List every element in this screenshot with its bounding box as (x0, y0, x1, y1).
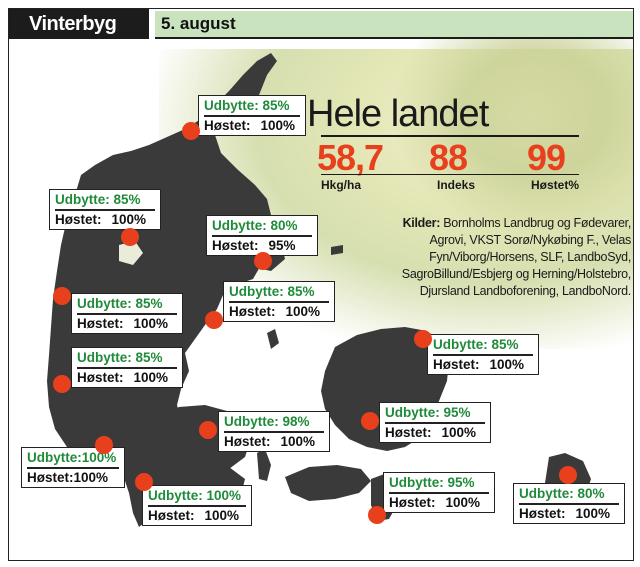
region-marker-north-zealand (414, 330, 432, 348)
sources-list: Bornholms Landbrug og Fødevarer, Agrovi,… (401, 216, 632, 298)
samso-island (267, 329, 279, 349)
national-yield-value: 58,7 (317, 137, 384, 178)
region-yield: Udbytte: 85% (77, 350, 163, 365)
region-box-midwest: Udbytte: 85% Høstet: 100% (71, 347, 183, 388)
region-yield: Udbytte:100% (27, 450, 117, 465)
region-marker-zealand (361, 412, 379, 430)
region-harvested: Høstet:100% (77, 369, 169, 385)
region-yield: Udbytte: 80% (519, 486, 605, 501)
national-title: Hele landet (307, 93, 489, 135)
region-harvested: Høstet:100% (519, 505, 611, 521)
region-marker-lolland-falster (368, 506, 386, 524)
region-yield: Udbytte: 85% (204, 98, 290, 113)
report-date: 5. august (155, 11, 633, 39)
region-yield: Udbytte: 85% (55, 192, 141, 207)
national-index-label: Indeks (437, 178, 476, 192)
region-yield: Udbytte: 80% (212, 218, 298, 233)
langeland-island (257, 449, 271, 481)
national-yield-unit: Hkg/ha (321, 178, 362, 192)
region-yield: Udbytte: 95% (389, 475, 475, 490)
region-harvested: Høstet:100% (148, 507, 240, 523)
region-marker-south (135, 473, 153, 491)
region-marker-south-jutland (199, 421, 217, 439)
region-box-southwest: Udbytte:100% Høstet:100% (21, 447, 125, 488)
region-yield: Udbytte: 98% (224, 414, 310, 429)
infographic-frame: Vinterbyg 5. august Hele landet 58,7 88 … (8, 8, 634, 561)
region-yield: Udbytte: 95% (385, 405, 471, 420)
region-yield: Udbytte: 85% (77, 296, 163, 311)
header-bar: Vinterbyg 5. august (9, 9, 633, 39)
region-harvested: Høstet:100% (433, 356, 525, 372)
region-marker-west (53, 287, 71, 305)
region-harvested: Høstet:100% (204, 117, 296, 133)
region-box-northwest: Udbytte: 85% Høstet: 100% (49, 189, 161, 230)
lolland-island (285, 465, 371, 501)
region-marker-north (182, 122, 200, 140)
region-box-south-jutland: Udbytte: 98% Høstet: 100% (218, 411, 330, 452)
sources-label: Kilder: (402, 216, 441, 230)
region-marker-east-jutland (205, 311, 223, 329)
jutland-landmass (47, 53, 277, 527)
region-box-north: Udbytte: 85% Høstet: 100% (198, 95, 306, 136)
mors-island (119, 241, 143, 265)
region-harvested: Høstet:100% (389, 494, 481, 510)
national-harvested-label: Høstet% (531, 178, 580, 192)
crop-title: Vinterbyg (9, 9, 149, 39)
region-yield: Udbytte: 100% (148, 488, 242, 503)
national-harvested-value: 99 (527, 137, 566, 178)
region-marker-midwest (53, 375, 71, 393)
region-harvested: Høstet:100% (55, 211, 147, 227)
region-box-himmerland: Udbytte: 80% Høstet: 95% (206, 215, 318, 256)
region-yield: Udbytte: 85% (229, 284, 315, 299)
region-box-zealand: Udbytte: 95% Høstet: 100% (379, 402, 491, 443)
stat-divider (321, 174, 579, 175)
region-marker-himmerland (254, 252, 272, 270)
region-harvested: Høstet:100% (229, 303, 321, 319)
region-marker-northwest (121, 228, 139, 246)
region-marker-bornholm (559, 466, 577, 484)
region-marker-southwest (95, 436, 113, 454)
region-harvested: Høstet:100% (224, 433, 316, 449)
anholt-island (331, 245, 343, 255)
region-box-east-jutland: Udbytte: 85% Høstet: 100% (223, 281, 335, 322)
region-box-lolland-falster: Udbytte: 95% Høstet: 100% (383, 472, 495, 513)
region-harvested: Høstet: 95% (212, 237, 296, 253)
wheat-background-highlight (389, 29, 633, 239)
region-box-west: Udbytte: 85% Høstet: 100% (71, 293, 183, 334)
title-divider (321, 135, 579, 137)
national-index-value: 88 (429, 137, 468, 178)
region-box-south: Udbytte: 100% Høstet: 100% (142, 485, 252, 526)
sources-text: Kilder: Bornholms Landbrug og Fødevarer,… (379, 215, 632, 300)
region-box-north-zealand: Udbytte: 85% Høstet: 100% (427, 334, 539, 375)
region-yield: Udbytte: 85% (433, 337, 519, 352)
region-harvested: Høstet:100% (385, 424, 477, 440)
region-box-bornholm: Udbytte: 80% Høstet: 100% (513, 483, 625, 524)
region-harvested: Høstet:100% (27, 469, 109, 485)
region-harvested: Høstet:100% (77, 315, 169, 331)
